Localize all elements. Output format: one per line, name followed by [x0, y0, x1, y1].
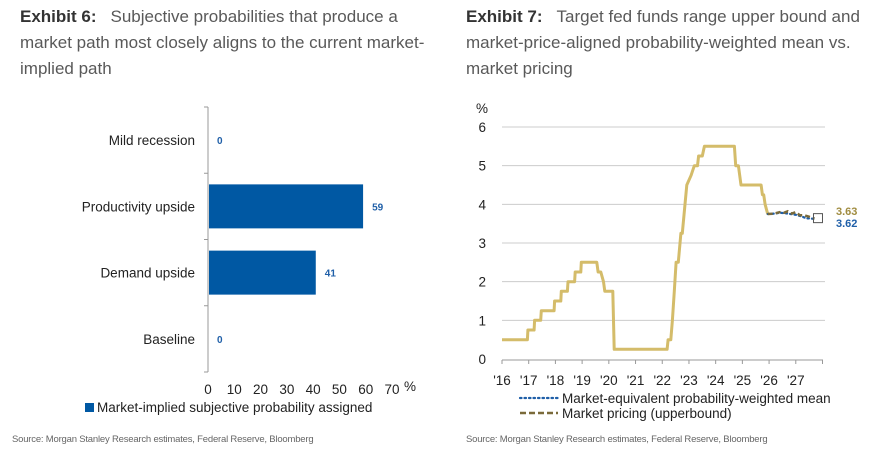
y-tick-label: 4 [478, 197, 486, 212]
x-tick-label: '26 [760, 373, 778, 388]
x-tick-label: 0 [204, 382, 212, 397]
x-tick-label: 70 [384, 382, 399, 397]
x-unit-label: % [404, 379, 416, 394]
exhibit7-source: Source: Morgan Stanley Research estimate… [466, 434, 768, 445]
end-marker [812, 213, 823, 224]
exhibit6-title: Exhibit 6: Subjective probabilities that … [20, 4, 440, 82]
exhibit7-title-text: Target fed funds range upper bound and m… [466, 7, 860, 78]
exhibit7-label: Exhibit 7: [466, 7, 543, 26]
y-unit-label: % [476, 101, 488, 116]
x-tick-label: 30 [279, 382, 294, 397]
legend-label: Market-equivalent probability-weighted m… [562, 391, 831, 406]
category-label: Demand upside [100, 266, 195, 281]
y-tick-label: 6 [478, 120, 486, 135]
exhibit7-title: Exhibit 7: Target fed funds range upper b… [466, 4, 874, 82]
exhibit6-label: Exhibit 6: [20, 7, 97, 26]
prob-weighted-end-label: 3.62 [836, 218, 857, 230]
x-tick-label: '23 [680, 373, 698, 388]
exhibit6-source: Source: Morgan Stanley Research estimate… [12, 434, 314, 445]
y-tick-label: 5 [478, 159, 486, 174]
y-tick-label: 2 [478, 275, 486, 290]
x-tick-label: '25 [734, 373, 752, 388]
bar-value-label: 0 [217, 335, 223, 346]
exhibit6-bar-chart: Mild recession 0 Productivity upside 59 Dema… [82, 106, 416, 415]
x-tick-label: 40 [306, 382, 321, 397]
x-tick-label: '21 [627, 373, 645, 388]
x-tick-label: '20 [600, 373, 618, 388]
x-tick-label: '16 [493, 373, 511, 388]
x-tick-label: 20 [253, 382, 268, 397]
x-tick-label: '17 [520, 373, 538, 388]
market-pricing-line [767, 209, 815, 220]
legend-swatch [85, 403, 94, 412]
bar [209, 184, 364, 229]
x-tick-label: '22 [653, 373, 671, 388]
y-tick-label: 1 [478, 313, 486, 328]
legend-label: Market pricing (upperbound) [562, 406, 732, 421]
fed-funds-line [502, 144, 770, 351]
category-label: Baseline [143, 332, 195, 347]
x-tick-label: 10 [227, 382, 242, 397]
x-tick-label: '27 [787, 373, 805, 388]
exhibit7-line-chart: % 0 1 2 3 4 5 6 '16 '17 '18 '19 '20 '21 '22 '23 '24 '25 '2… [476, 101, 857, 421]
x-tick-label: '18 [547, 373, 565, 388]
exhibit6-title-text: Subjective probabilities that produce a … [20, 7, 425, 78]
y-tick-label: 3 [478, 236, 486, 251]
x-tick-label: '19 [573, 373, 591, 388]
bar-value-label: 41 [325, 269, 337, 280]
category-label: Productivity upside [82, 199, 195, 214]
y-tick-label: 0 [478, 352, 486, 367]
x-tick-label: 50 [332, 382, 347, 397]
x-tick-label: 60 [358, 382, 373, 397]
bar-value-label: 59 [372, 202, 384, 213]
category-label: Mild recession [109, 133, 195, 148]
bar-value-label: 0 [217, 136, 223, 147]
legend-label: Market-implied subjective probability as… [97, 400, 372, 415]
market-pricing-end-label: 3.63 [836, 206, 857, 218]
bar [209, 250, 316, 295]
x-tick-label: '24 [707, 373, 725, 388]
